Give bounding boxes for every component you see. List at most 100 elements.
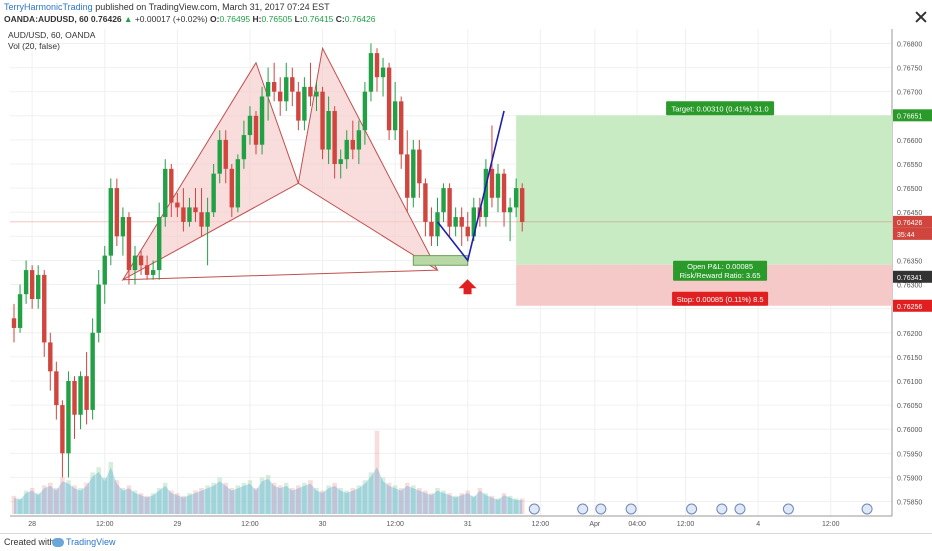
event-flag-icon[interactable]	[625, 503, 637, 515]
candle-body[interactable]	[520, 188, 525, 222]
candle-body[interactable]	[229, 168, 234, 208]
candle-body[interactable]	[435, 212, 440, 237]
author-link[interactable]: TerryHarmonicTrading	[4, 2, 93, 12]
candle-body[interactable]	[507, 207, 513, 213]
candle-body[interactable]	[308, 86, 313, 97]
candle-body[interactable]	[90, 332, 95, 410]
candle-body[interactable]	[78, 376, 83, 415]
candle-body[interactable]	[181, 207, 186, 222]
candle-body[interactable]	[235, 159, 241, 208]
candle-body[interactable]	[411, 149, 416, 198]
candle-body[interactable]	[36, 274, 41, 300]
candle-body[interactable]	[513, 188, 519, 208]
candle-body[interactable]	[465, 226, 470, 237]
candle-body[interactable]	[447, 188, 452, 227]
candle-body[interactable]	[380, 67, 386, 78]
candle-body[interactable]	[441, 188, 446, 213]
candle-body[interactable]	[423, 183, 428, 222]
candle-body[interactable]	[320, 91, 325, 150]
candle-body[interactable]	[459, 217, 464, 227]
event-flag-icon[interactable]	[734, 503, 746, 515]
candle-body[interactable]	[150, 270, 156, 275]
candle-body[interactable]	[501, 173, 507, 213]
candle-body[interactable]	[223, 139, 228, 169]
candle-body[interactable]	[338, 159, 343, 165]
candle-body[interactable]	[429, 221, 434, 237]
candle-body[interactable]	[247, 115, 253, 136]
candle-body[interactable]	[483, 168, 489, 218]
candle-body[interactable]	[392, 101, 398, 131]
candle-body[interactable]	[253, 115, 259, 145]
pattern-triangle-bcd[interactable]	[297, 46, 439, 272]
candle-body[interactable]	[29, 270, 35, 300]
candle-body[interactable]	[60, 405, 65, 454]
series-legend[interactable]: AUD/USD, 60, OANDA	[8, 30, 96, 40]
event-flag-icon[interactable]	[861, 503, 873, 515]
candle-body[interactable]	[138, 255, 144, 266]
candle-body[interactable]	[114, 188, 120, 237]
candle-body[interactable]	[54, 371, 59, 406]
candle-body[interactable]	[241, 135, 247, 160]
candle-body[interactable]	[175, 202, 180, 208]
candle-body[interactable]	[211, 173, 216, 213]
candle-body[interactable]	[66, 380, 71, 454]
candle-body[interactable]	[217, 139, 222, 174]
candle-body[interactable]	[290, 77, 295, 92]
candle-body[interactable]	[132, 255, 138, 271]
candle-body[interactable]	[120, 217, 126, 237]
candle-body[interactable]	[284, 77, 289, 102]
candle-body[interactable]	[259, 96, 265, 145]
volume-legend[interactable]: Vol (20, false)	[8, 41, 60, 51]
candle-body[interactable]	[278, 91, 283, 102]
candle-body[interactable]	[453, 217, 458, 227]
candle-body[interactable]	[84, 376, 89, 410]
candle-body[interactable]	[205, 212, 210, 227]
candle-body[interactable]	[332, 110, 337, 165]
candle-body[interactable]	[271, 82, 277, 92]
candle-body[interactable]	[399, 101, 404, 155]
event-flag-icon[interactable]	[577, 503, 589, 515]
event-flag-icon[interactable]	[595, 503, 607, 515]
event-flag-icon[interactable]	[528, 503, 540, 515]
candle-body[interactable]	[362, 91, 368, 131]
symbol-label[interactable]: OANDA:AUDUSD, 60	[4, 14, 89, 24]
candle-body[interactable]	[374, 53, 380, 78]
candle-body[interactable]	[265, 82, 271, 97]
candle-body[interactable]	[314, 91, 319, 97]
candle-body[interactable]	[495, 173, 501, 198]
candle-body[interactable]	[144, 265, 150, 275]
candle-body[interactable]	[102, 255, 107, 285]
event-flag-icon[interactable]	[686, 503, 698, 515]
candle-body[interactable]	[344, 139, 349, 160]
tradingview-brand-link[interactable]: TradingView	[66, 537, 116, 547]
candle-body[interactable]	[199, 212, 204, 227]
candle-body[interactable]	[356, 130, 362, 150]
candle-body[interactable]	[17, 294, 23, 328]
candle-body[interactable]	[42, 274, 47, 343]
candle-body[interactable]	[489, 168, 495, 198]
candle-body[interactable]	[302, 86, 307, 121]
candle-body[interactable]	[11, 318, 17, 328]
event-flag-icon[interactable]	[782, 503, 794, 515]
candle-body[interactable]	[187, 207, 192, 222]
candle-body[interactable]	[193, 207, 198, 213]
candle-body[interactable]	[405, 154, 410, 198]
target-zone[interactable]	[516, 115, 892, 265]
candle-body[interactable]	[157, 217, 162, 271]
candle-body[interactable]	[350, 139, 355, 150]
candle-body[interactable]	[296, 91, 301, 121]
candle-body[interactable]	[96, 284, 101, 333]
candle-body[interactable]	[48, 342, 53, 372]
candle-body[interactable]	[126, 217, 132, 271]
candle-body[interactable]	[163, 168, 168, 218]
projection-path[interactable]	[436, 110, 505, 263]
candle-body[interactable]	[417, 149, 422, 184]
candle-body[interactable]	[72, 380, 77, 415]
pattern-triangle-xab[interactable]	[121, 61, 299, 282]
candle-body[interactable]	[169, 168, 174, 203]
candle-body[interactable]	[368, 53, 374, 92]
candle-body[interactable]	[386, 67, 392, 131]
candle-body[interactable]	[23, 270, 29, 295]
buy-zone-box[interactable]	[412, 255, 469, 266]
price-chart[interactable]: Target: 0.00310 (0.41%) 31.0 Stop: 0.0008…	[0, 0, 932, 533]
